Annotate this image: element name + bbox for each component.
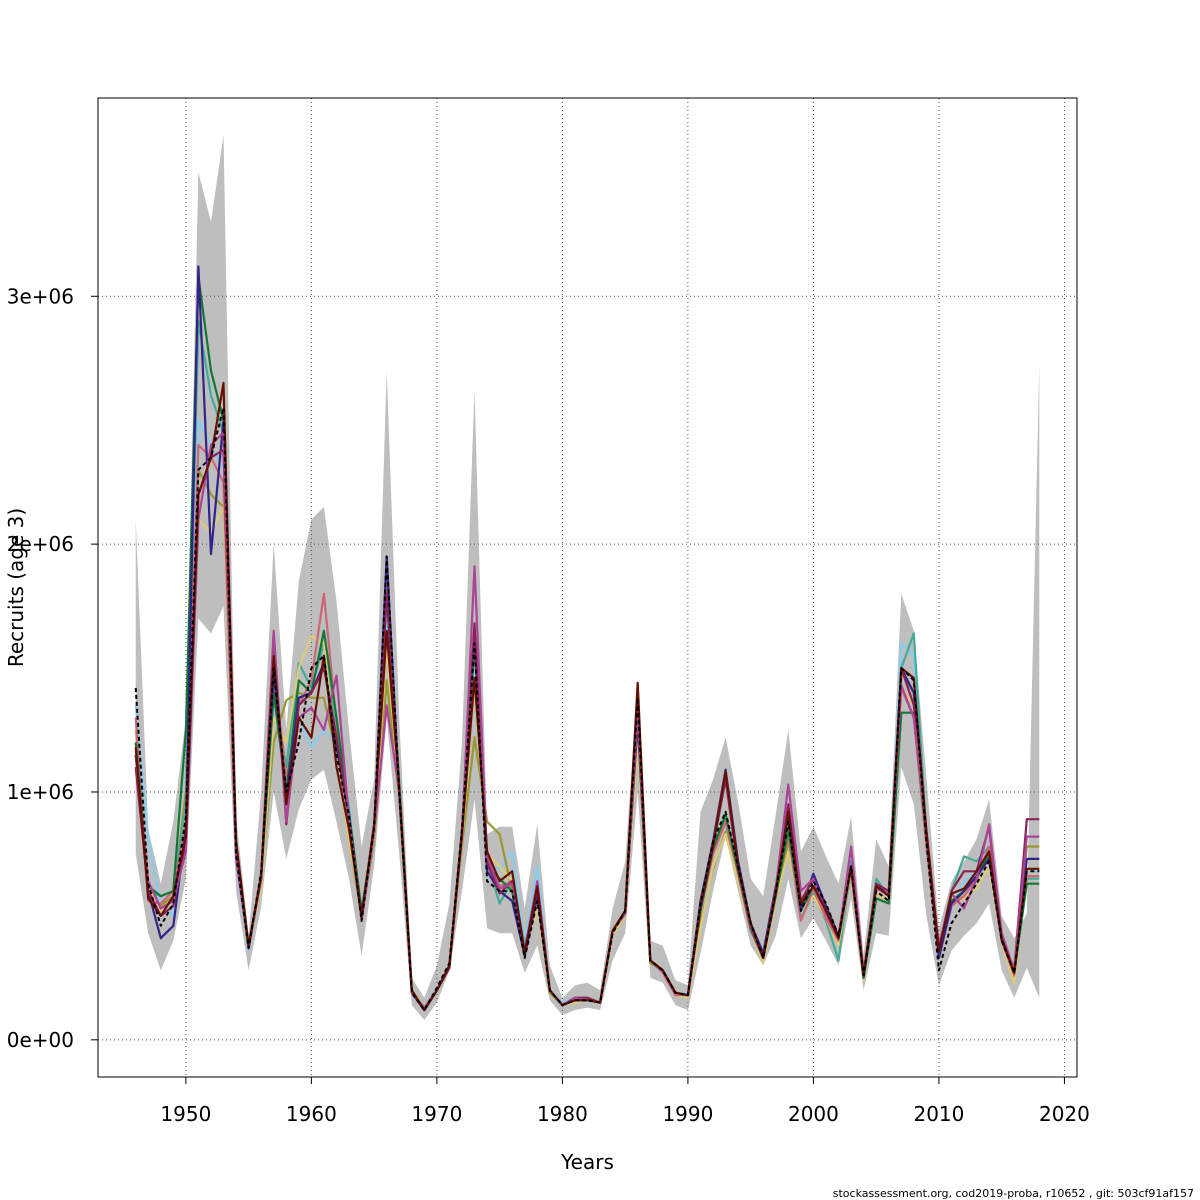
series-layer (134, 265, 1040, 1012)
footer-caption: stockassessment.org, cod2019-proba, r106… (832, 1187, 1194, 1200)
y-tick-label: 1e+06 (7, 780, 74, 804)
x-tick-label: 2010 (913, 1102, 964, 1126)
x-tick-label: 1950 (160, 1102, 211, 1126)
x-tick-label: 2020 (1039, 1102, 1090, 1126)
x-tick-label: 1980 (537, 1102, 588, 1126)
plot-frame (97, 97, 1078, 1078)
x-axis-title: Years (560, 1150, 614, 1174)
confidence-band (135, 135, 1040, 1020)
x-axis: 1950 1960 1970 1980 1990 2000 2010 2020 (160, 1077, 1090, 1126)
y-tick-label: 0e+00 (7, 1028, 74, 1052)
confidence-band-layer (135, 135, 1040, 1020)
series-line-black-dashed (134, 406, 1040, 1012)
y-axis: 0e+00 1e+06 2e+06 3e+06 (7, 284, 98, 1052)
x-tick-label: 2000 (788, 1102, 839, 1126)
x-tick-label: 1970 (411, 1102, 462, 1126)
y-axis-title: Recruits (age 3) (4, 508, 28, 667)
y-tick-label: 3e+06 (7, 284, 74, 308)
x-tick-label: 1990 (662, 1102, 713, 1126)
x-tick-label: 1960 (286, 1102, 337, 1126)
y-tick-label: 2e+06 (7, 532, 74, 556)
